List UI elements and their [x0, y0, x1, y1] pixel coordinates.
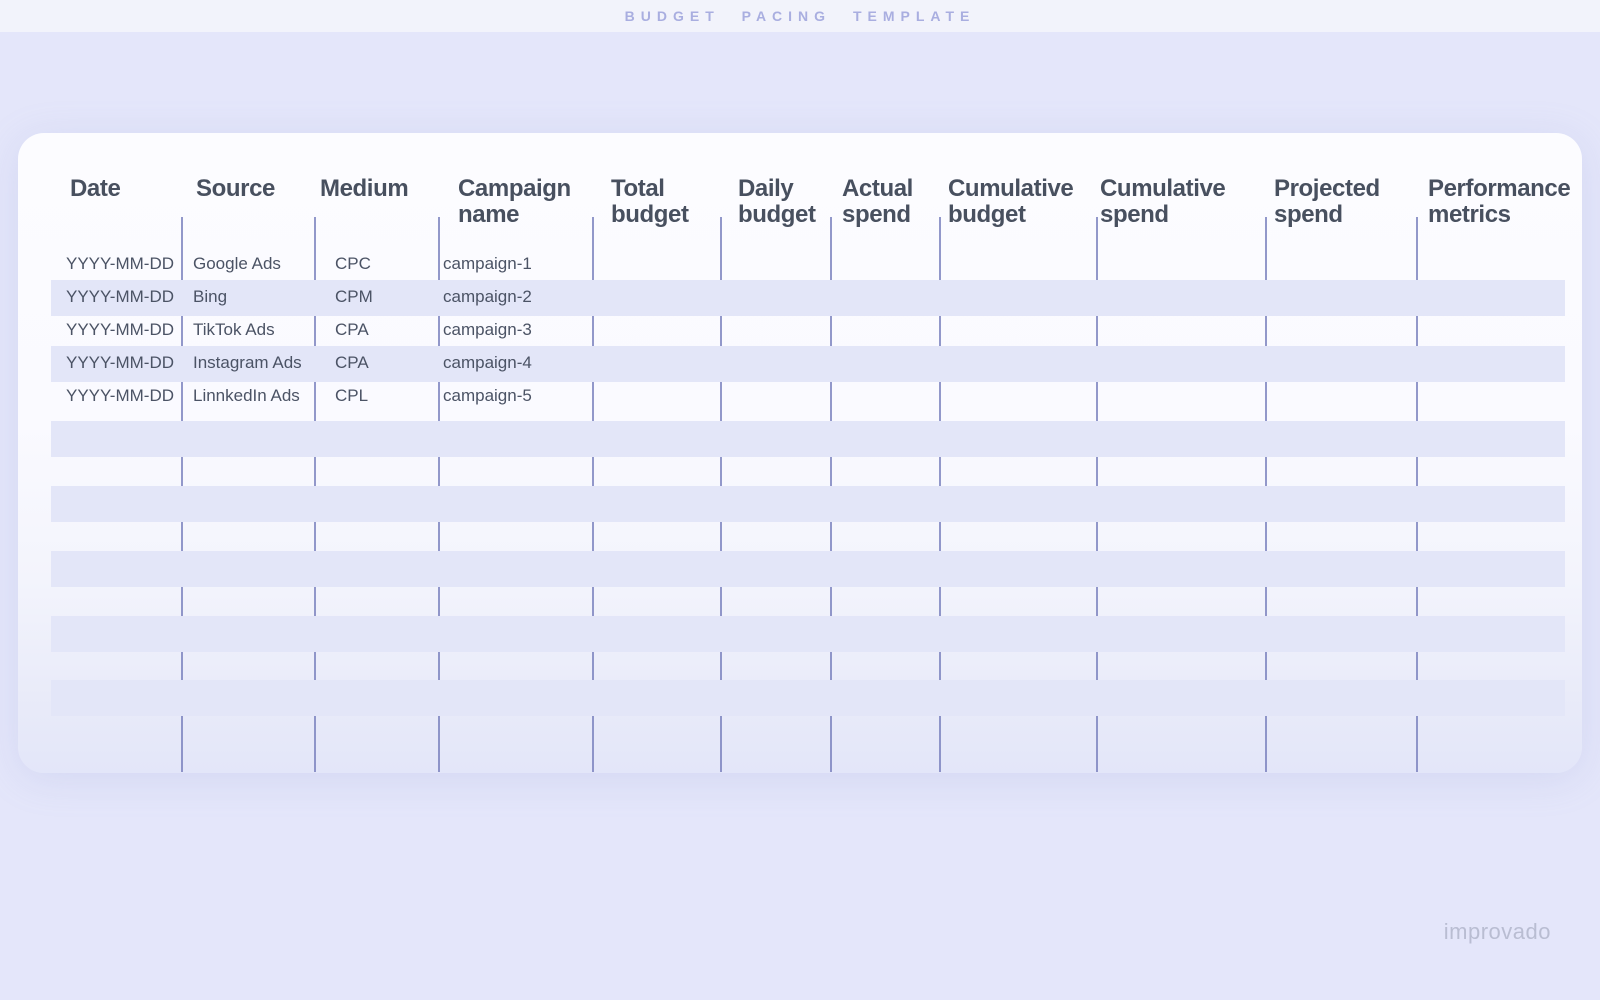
table-row[interactable]: YYYY-MM-DD LinnkedIn Ads CPL campaign-5: [51, 379, 1565, 412]
cell-date[interactable]: YYYY-MM-DD: [66, 254, 174, 273]
cell-source[interactable]: Instagram Ads: [193, 353, 302, 372]
column-header-performance-metrics: Performance metrics: [1428, 175, 1571, 228]
empty-row[interactable]: [51, 551, 1565, 587]
cell-date[interactable]: YYYY-MM-DD: [66, 320, 174, 339]
column-header-medium: Medium: [320, 175, 409, 202]
column-header-total-budget: Total budget: [611, 175, 689, 228]
cell-medium[interactable]: CPA: [335, 320, 369, 339]
page-title: BUDGET PACING TEMPLATE: [624, 8, 976, 24]
empty-row[interactable]: [51, 680, 1565, 716]
column-header-campaign-name: Campaign name: [458, 175, 571, 228]
cell-campaign-name[interactable]: campaign-3: [443, 320, 532, 339]
column-header-actual-spend: Actual spend: [842, 175, 913, 228]
cell-source[interactable]: Google Ads: [193, 254, 281, 273]
column-header-cumulative-spend: Cumulative spend: [1100, 175, 1226, 228]
improvado-logo: improvado: [1443, 919, 1551, 944]
cell-medium[interactable]: CPC: [335, 254, 371, 273]
cell-campaign-name[interactable]: campaign-5: [443, 386, 532, 405]
cell-source[interactable]: TikTok Ads: [193, 320, 275, 339]
column-header-source: Source: [196, 175, 275, 202]
table-row[interactable]: YYYY-MM-DD Google Ads CPC campaign-1: [51, 247, 1565, 280]
column-header-projected-spend: Projected spend: [1274, 175, 1380, 228]
table-row[interactable]: YYYY-MM-DD TikTok Ads CPA campaign-3: [51, 313, 1565, 346]
column-header-cumulative-budget: Cumulative budget: [948, 175, 1074, 228]
cell-source[interactable]: Bing: [193, 287, 228, 306]
cell-campaign-name[interactable]: campaign-1: [443, 254, 532, 273]
cell-date[interactable]: YYYY-MM-DD: [66, 287, 174, 306]
table-row[interactable]: YYYY-MM-DD Instagram Ads CPA campaign-4: [51, 346, 1565, 382]
empty-row[interactable]: [51, 616, 1565, 652]
column-header-daily-budget: Daily budget: [738, 175, 816, 228]
top-bar: BUDGET PACING TEMPLATE: [0, 0, 1600, 32]
cell-medium[interactable]: CPM: [335, 287, 373, 306]
cell-medium[interactable]: CPL: [335, 386, 369, 405]
cell-source[interactable]: LinnkedIn Ads: [193, 386, 300, 405]
cell-campaign-name[interactable]: campaign-2: [443, 287, 532, 306]
column-header-date: Date: [70, 175, 121, 202]
table-card: Date Source Medium Campaign name Total b…: [18, 133, 1582, 773]
cell-campaign-name[interactable]: campaign-4: [443, 353, 532, 372]
cell-date[interactable]: YYYY-MM-DD: [66, 353, 174, 372]
empty-row[interactable]: [51, 421, 1565, 457]
table-row[interactable]: YYYY-MM-DD Bing CPM campaign-2: [51, 280, 1565, 316]
cell-medium[interactable]: CPA: [335, 353, 369, 372]
empty-row[interactable]: [51, 486, 1565, 522]
cell-date[interactable]: YYYY-MM-DD: [66, 386, 174, 405]
